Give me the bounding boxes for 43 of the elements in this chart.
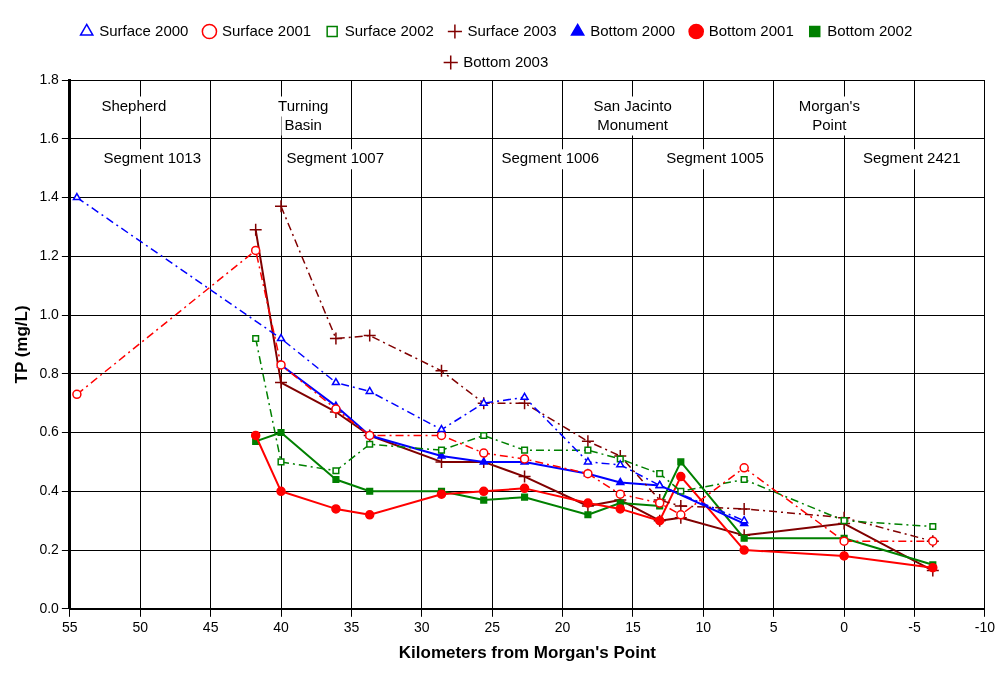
y-tick-label: 1.0 xyxy=(39,305,60,322)
x-tick-label: 30 xyxy=(414,619,430,636)
x-tick-label: 50 xyxy=(132,619,149,636)
y-tick-label: 1.2 xyxy=(39,247,60,264)
annotation: Shepherd xyxy=(101,96,167,114)
legend-label: Bottom 2003 xyxy=(463,52,549,70)
x-tick-label: 5 xyxy=(769,619,778,636)
x-tick-label: 15 xyxy=(625,619,641,636)
x-tick-label: 55 xyxy=(62,619,78,636)
y-tick-label: 0.2 xyxy=(39,540,60,557)
x-tick-label: 20 xyxy=(554,619,571,636)
x-tick-label: 25 xyxy=(484,619,501,636)
x-axis-title: Kilometers from Morgan's Point xyxy=(398,643,657,663)
annotation: Turning Basin xyxy=(278,96,329,133)
y-axis-title: TP (mg/L) xyxy=(11,305,31,384)
legend-label: Surface 2003 xyxy=(467,21,557,39)
y-tick-label: 0.8 xyxy=(39,364,60,381)
annotation: Segment 1006 xyxy=(501,149,600,167)
x-tick-label: -10 xyxy=(974,619,996,636)
y-tick-label: 1.4 xyxy=(39,188,60,205)
x-tick-label: 40 xyxy=(273,619,290,636)
annotation: Morgan's Point xyxy=(798,96,860,133)
x-tick-label: 45 xyxy=(202,619,219,636)
legend-label: Bottom 2001 xyxy=(708,21,794,39)
annotation: San Jacinto Monument xyxy=(593,96,672,133)
legend-label: Bottom 2000 xyxy=(590,21,676,39)
y-tick-label: 1.6 xyxy=(39,129,60,146)
annotation: Segment 1013 xyxy=(103,149,201,167)
x-tick-label: -5 xyxy=(908,619,921,636)
legend-label: Bottom 2002 xyxy=(827,21,913,39)
annotation: Segment 2421 xyxy=(862,149,961,167)
y-tick-label: 1.8 xyxy=(39,70,60,87)
y-tick-label: 0.4 xyxy=(39,482,60,499)
legend-label: Surface 2000 xyxy=(99,21,189,39)
x-tick-label: 10 xyxy=(695,619,712,636)
legend-label: Surface 2002 xyxy=(344,21,434,39)
y-tick-label: 0.6 xyxy=(39,423,60,440)
annotation: Segment 1005 xyxy=(666,149,764,167)
legend-label: Surface 2001 xyxy=(221,21,312,39)
annotation: Segment 1007 xyxy=(286,149,385,167)
y-tick-label: 0.0 xyxy=(39,599,60,616)
x-tick-label: 35 xyxy=(343,619,360,636)
x-tick-label: 0 xyxy=(840,619,849,636)
